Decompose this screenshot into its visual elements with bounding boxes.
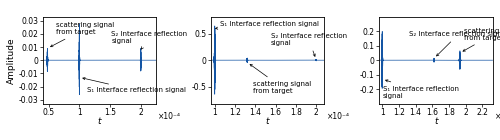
Text: S₁ Interface reflection
signal: S₁ Interface reflection signal (383, 80, 459, 99)
Text: S₂ Interface reflection
signal: S₂ Interface reflection signal (270, 32, 346, 56)
Text: ×10⁻⁴: ×10⁻⁴ (326, 112, 349, 121)
Text: scattering signal
from target: scattering signal from target (463, 28, 500, 51)
Text: scattering signal
from target: scattering signal from target (50, 22, 114, 47)
Y-axis label: Amplitude: Amplitude (7, 37, 16, 84)
Text: scattering signal
from target: scattering signal from target (250, 64, 312, 94)
Text: ×10⁻⁴: ×10⁻⁴ (158, 112, 182, 121)
X-axis label: t: t (266, 117, 269, 126)
Text: S₂ Interface reflection signal: S₂ Interface reflection signal (409, 31, 500, 56)
Text: ×10⁻⁴: ×10⁻⁴ (495, 112, 500, 121)
Text: S₁ Interface reflection signal: S₁ Interface reflection signal (216, 21, 319, 29)
X-axis label: t: t (434, 117, 438, 126)
Text: S₂ Interface reflection
signal: S₂ Interface reflection signal (112, 31, 188, 49)
X-axis label: t: t (98, 117, 101, 126)
Text: S₁ Interface reflection signal: S₁ Interface reflection signal (83, 78, 186, 93)
